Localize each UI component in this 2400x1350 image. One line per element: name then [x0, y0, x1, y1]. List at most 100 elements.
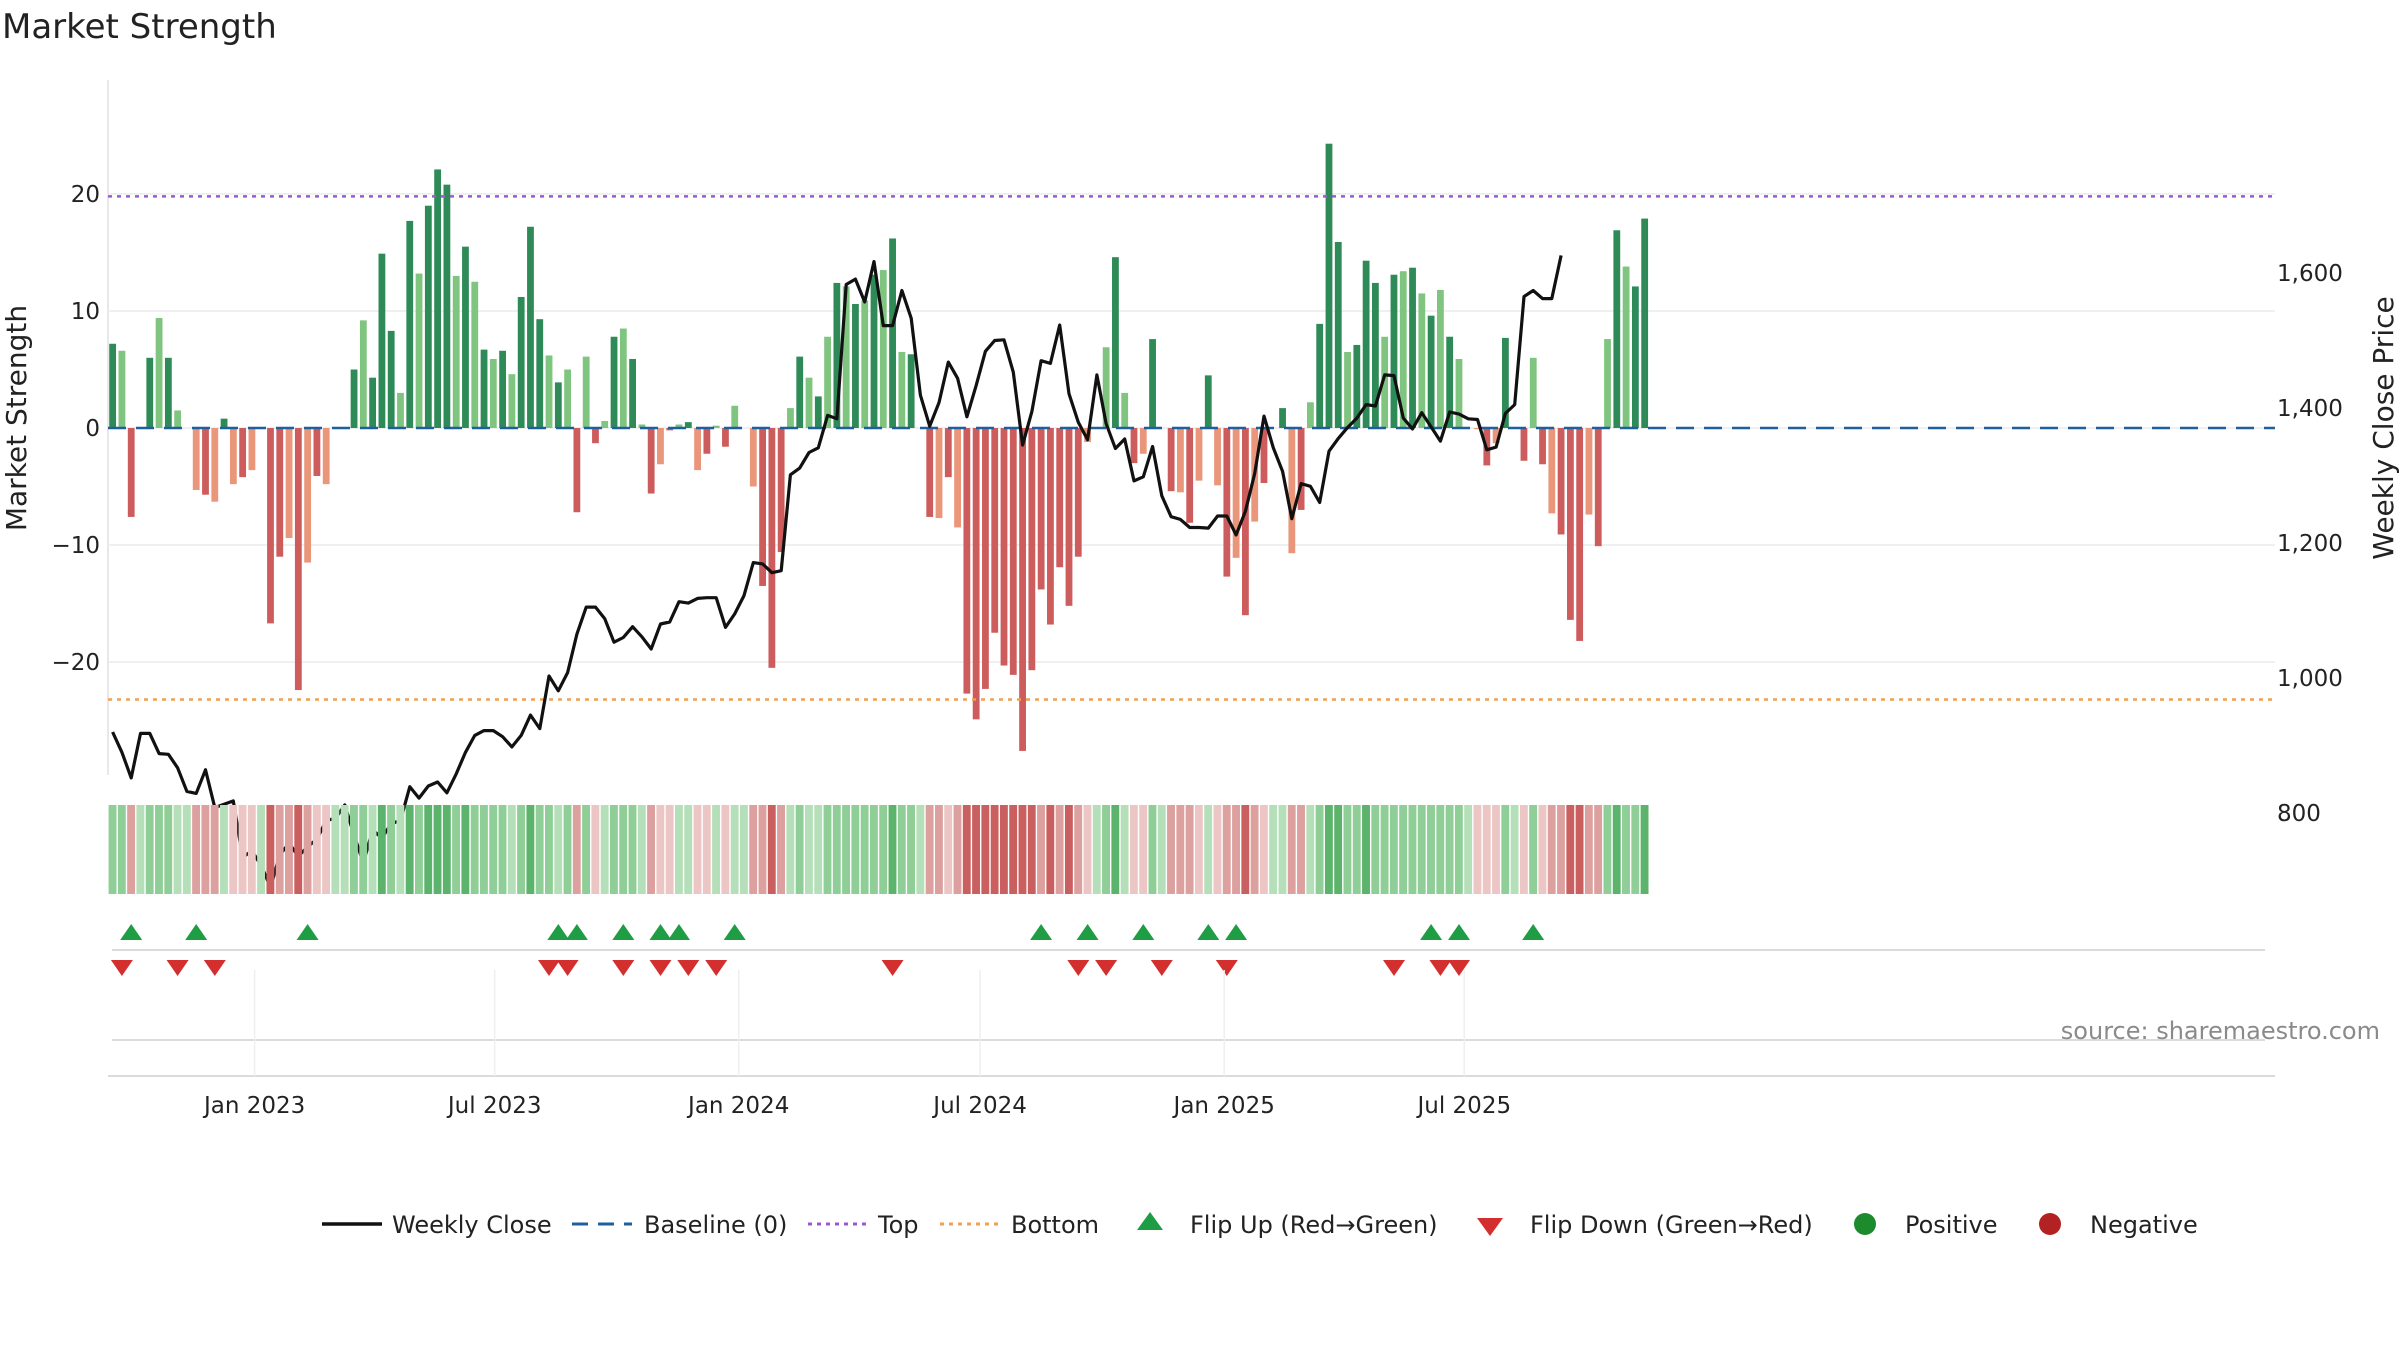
strength-bar	[879, 270, 887, 428]
heat-cell	[860, 805, 869, 894]
flip-down-marker	[649, 960, 672, 976]
strength-bar	[610, 336, 618, 428]
strength-bar	[842, 286, 850, 428]
strength-bar	[768, 428, 776, 668]
strength-bar	[1242, 428, 1249, 616]
heat-cell	[507, 805, 516, 894]
flip-up-marker	[1076, 924, 1099, 940]
strength-bar	[378, 253, 386, 428]
strength-bar	[1372, 282, 1379, 428]
strength-bar	[1149, 339, 1156, 428]
flip-up-marker	[649, 924, 672, 940]
heat-cell	[786, 805, 795, 894]
heat-cell	[684, 805, 693, 894]
strength-bar	[1381, 336, 1389, 428]
heat-cell	[480, 805, 488, 894]
heat-cell	[591, 805, 600, 894]
flip-up-marker	[668, 924, 690, 940]
flip-up-marker	[723, 924, 746, 940]
heat-cell	[1343, 805, 1352, 894]
right-tick-label: 1,400	[2277, 396, 2343, 422]
heat-cell	[1362, 805, 1370, 894]
strength-bar	[545, 355, 553, 428]
strength-bar	[629, 358, 636, 428]
strength-bar	[1037, 428, 1045, 590]
heat-cell	[1482, 805, 1491, 894]
strength-bar	[1455, 358, 1463, 428]
heat-cell	[758, 805, 767, 894]
strength-bar	[155, 318, 163, 428]
heat-cell	[1417, 805, 1426, 894]
strength-bar	[963, 428, 971, 694]
heat-cell	[972, 805, 980, 894]
strength-bar	[1288, 428, 1296, 554]
left-tick-label: −20	[51, 650, 100, 676]
heat-cell	[377, 805, 386, 894]
strength-bar	[1492, 428, 1500, 444]
strength-bar	[508, 374, 516, 428]
strength-bar	[861, 300, 869, 428]
strength-bar	[452, 275, 460, 428]
heat-cell	[415, 805, 423, 894]
flip-down-marker	[1095, 960, 1118, 976]
heat-cell	[322, 805, 331, 894]
heat-cell	[851, 805, 860, 894]
right-tick-label: 1,000	[2277, 666, 2343, 692]
heat-cell	[331, 805, 340, 894]
heat-cell	[1083, 805, 1092, 894]
heat-cell	[545, 805, 553, 894]
heat-cell	[396, 805, 405, 894]
x-tick-label: Jan 2025	[1172, 1093, 1275, 1119]
strength-bar	[1214, 428, 1221, 486]
heat-cell	[1222, 805, 1231, 894]
heat-cell	[990, 805, 999, 894]
strength-bar	[1622, 266, 1630, 428]
heat-cell	[238, 805, 247, 894]
heat-cell	[1547, 805, 1556, 894]
strength-bar	[1641, 218, 1649, 428]
heat-cell	[554, 805, 563, 894]
strength-bar	[1353, 344, 1361, 428]
strength-bar	[304, 428, 312, 563]
strength-bar	[1594, 428, 1602, 547]
heat-cell	[879, 805, 888, 894]
strength-bar	[814, 396, 822, 428]
flip-down-marker	[705, 960, 728, 976]
strength-bar	[703, 428, 711, 454]
chart-title: Market Strength	[2, 7, 277, 47]
heat-cell	[1473, 805, 1482, 894]
strength-bar	[127, 428, 135, 517]
heat-cell	[535, 805, 544, 894]
heat-cell	[387, 805, 396, 894]
heat-cell	[1408, 805, 1417, 894]
heat-cell	[220, 805, 228, 894]
legend-label-baseline: Baseline (0)	[644, 1211, 787, 1239]
heat-cell	[999, 805, 1008, 894]
strength-bar	[954, 428, 961, 528]
heat-cell	[275, 805, 284, 894]
strength-bar	[1334, 241, 1342, 428]
heat-cell	[925, 805, 934, 894]
strength-bar	[1130, 428, 1138, 464]
heat-cell	[1157, 805, 1166, 894]
heat-cell	[498, 805, 507, 894]
heat-cell	[1176, 805, 1185, 894]
strength-bar	[1631, 286, 1639, 428]
strength-bar	[387, 330, 395, 428]
strength-bar	[1390, 274, 1398, 428]
strength-bar	[684, 422, 692, 428]
heat-cell	[934, 805, 943, 894]
strength-bar	[1520, 428, 1528, 461]
heat-cell	[461, 805, 470, 894]
heat-cell	[136, 805, 145, 894]
heat-cell	[303, 805, 312, 894]
strength-bar	[638, 424, 646, 428]
heat-cell	[266, 805, 275, 894]
heat-cell	[201, 805, 210, 894]
heat-cell	[127, 805, 136, 894]
heat-cell	[1584, 805, 1593, 894]
x-axis: Jan 2023 Jul 2023 Jan 2024 Jul 2024 Jan 2025…	[108, 970, 2275, 1119]
strength-bar	[146, 357, 154, 428]
heat-cell	[1064, 805, 1073, 894]
strength-bar	[211, 428, 219, 502]
